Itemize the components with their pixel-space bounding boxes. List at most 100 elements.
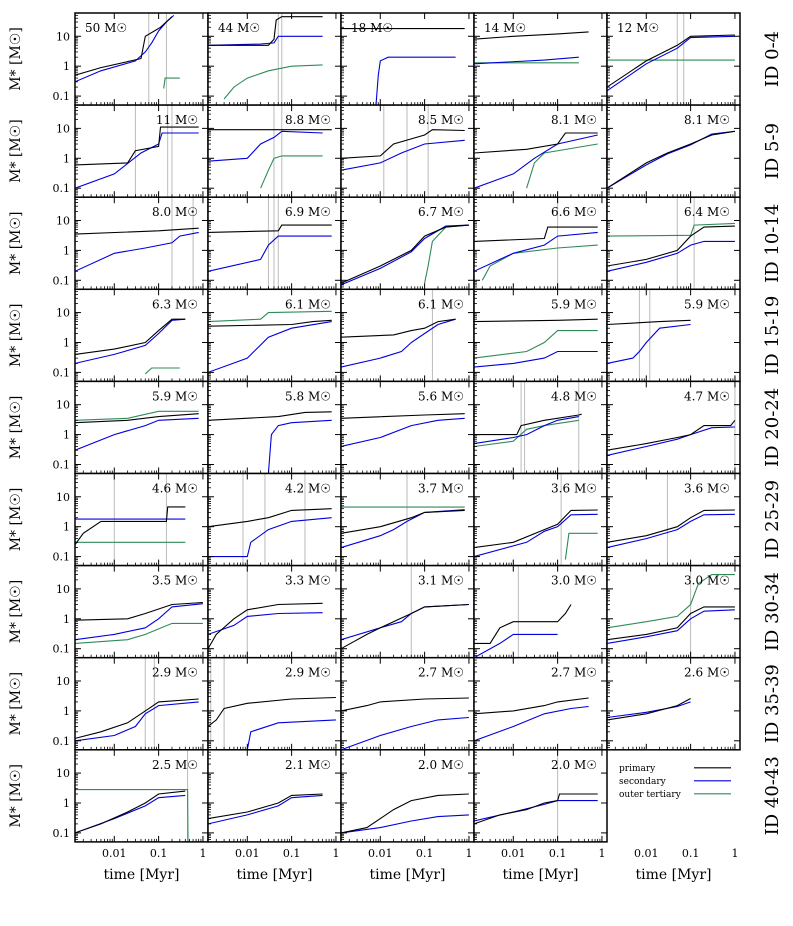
panel-mass-label: 4.2 M☉ xyxy=(285,482,331,496)
secondary-mass-line xyxy=(474,56,579,65)
panel-0: 50 M☉ 10 1 0.1 xyxy=(53,12,209,106)
legend-label: primary xyxy=(619,764,656,774)
primary-mass-line xyxy=(341,509,465,534)
primary-mass-line xyxy=(341,224,469,284)
panel-35: 2.9 M☉ 10 1 0.1 xyxy=(53,656,209,751)
panel-39: 2.6 M☉ xyxy=(606,656,741,751)
panel-background xyxy=(474,13,607,106)
panel-plot-area xyxy=(75,13,180,106)
x-tick-label: 0.1 xyxy=(549,847,567,860)
primary-mass-line xyxy=(607,509,735,543)
panel-mass-label: 11 M☉ xyxy=(156,113,198,127)
x-tick-label: 0.01 xyxy=(102,847,127,860)
secondary-mass-line xyxy=(607,130,735,189)
x-axis-label: time [Myr] xyxy=(503,867,579,883)
secondary-mass-line xyxy=(474,350,598,368)
primary-mass-line xyxy=(208,696,336,727)
panel-mass-label: 6.4 M☉ xyxy=(684,205,730,219)
primary-mass-line xyxy=(474,132,598,154)
secondary-mass-line xyxy=(208,35,323,46)
panel-3: 14 M☉ xyxy=(473,12,608,106)
panel-background xyxy=(474,565,607,658)
panel-mass-label: 5.8 M☉ xyxy=(285,389,331,403)
panel-37: 2.7 M☉ xyxy=(340,656,475,751)
x-tick-label: 0.01 xyxy=(634,847,659,860)
panel-background xyxy=(341,657,474,750)
panel-background xyxy=(208,565,341,658)
panel-plot-area xyxy=(208,411,332,474)
panel-mass-label: 4.8 M☉ xyxy=(551,389,597,403)
secondary-mass-line xyxy=(474,134,598,189)
x-tick-label: 0.1 xyxy=(416,847,434,860)
panel-background xyxy=(607,13,740,106)
tertiary-mass-line xyxy=(208,310,332,323)
y-tick-label: 1 xyxy=(63,705,70,718)
panel-10: 8.0 M☉ 10 1 0.1 xyxy=(53,196,209,291)
y-axis-label: M* [M☉] xyxy=(8,672,24,736)
row-label: ID 15-19 xyxy=(762,296,783,375)
secondary-mass-line xyxy=(341,814,469,834)
legend-entry: outer tertiary xyxy=(619,790,731,800)
secondary-mass-line xyxy=(375,56,456,106)
primary-mass-line xyxy=(607,319,691,326)
primary-mass-line xyxy=(75,16,173,76)
panel-mass-label: 3.5 M☉ xyxy=(152,574,198,588)
secondary-mass-line xyxy=(607,240,735,272)
panel-plot-area xyxy=(474,473,598,566)
primary-mass-line xyxy=(208,602,323,649)
panel-plot-area xyxy=(208,105,332,198)
panel-1: 44 M☉ xyxy=(207,12,342,106)
panel-plot-area xyxy=(75,473,186,566)
panel-mass-label: 2.0 M☉ xyxy=(551,758,597,772)
y-tick-label: 0.1 xyxy=(53,827,71,840)
primary-mass-line xyxy=(607,606,735,641)
secondary-mass-line xyxy=(208,612,323,635)
panel-24: 4.7 M☉ xyxy=(606,380,741,475)
panel-11: 6.9 M☉ xyxy=(207,196,342,291)
secondary-mass-line xyxy=(75,701,199,742)
panel-background xyxy=(208,381,341,474)
panel-frame xyxy=(473,749,608,843)
x-axis-label: time [Myr] xyxy=(104,867,180,883)
panel-background xyxy=(75,381,208,474)
panel-mass-label: 8.0 M☉ xyxy=(152,205,198,219)
y-tick-label: 1 xyxy=(63,244,70,257)
tertiary-mass-line xyxy=(75,789,189,842)
panel-mass-label: 44 M☉ xyxy=(218,21,260,35)
panel-7: 8.5 M☉ xyxy=(340,104,475,198)
panel-30: 3.5 M☉ 10 1 0.1 xyxy=(53,564,209,659)
panel-mass-label: 8.1 M☉ xyxy=(684,113,730,127)
panel-mass-label: 3.7 M☉ xyxy=(418,482,464,496)
x-tick-label: 1 xyxy=(598,847,605,860)
panel-background xyxy=(208,197,341,290)
panel-mass-label: 4.6 M☉ xyxy=(152,482,198,496)
panel-plot-area xyxy=(341,28,465,106)
panel-plot-area xyxy=(75,318,186,375)
legend-entry: secondary xyxy=(619,777,731,787)
panel-plot-area xyxy=(341,224,469,286)
y-tick-label: 10 xyxy=(56,307,70,320)
panel-background xyxy=(208,105,341,198)
panel-31: 3.3 M☉ xyxy=(207,564,342,659)
panel-plot-area xyxy=(75,657,199,750)
panel-background xyxy=(607,657,740,750)
panel-plot-area xyxy=(208,13,323,106)
row-labels: ID 0-4 ID 5-9 ID 10-14 ID 15-19 ID 20-24 ID 2… xyxy=(762,31,783,836)
panel-36: 2.9 M☉ xyxy=(207,656,342,751)
x-tick-label: 0.01 xyxy=(235,847,260,860)
secondary-mass-line xyxy=(607,35,735,92)
panel-background xyxy=(474,657,607,750)
panel-15: 6.3 M☉ 10 1 0.1 xyxy=(53,288,209,383)
primary-mass-line xyxy=(341,318,456,338)
primary-mass-line xyxy=(75,506,186,546)
panel-mass-label: 2.0 M☉ xyxy=(418,758,464,772)
secondary-mass-line xyxy=(341,417,465,448)
panel-plot-area xyxy=(607,13,735,106)
row-label: ID 25-29 xyxy=(762,480,783,559)
tertiary-mass-line xyxy=(260,155,323,189)
y-tick-label: 10 xyxy=(56,675,70,688)
y-axis-labels: M* [M☉] M* [M☉] M* [M☉] M* [M☉] M* [M☉] M* [M… xyxy=(8,27,24,827)
tertiary-mass-line xyxy=(526,143,598,189)
panel-background xyxy=(607,289,740,382)
primary-mass-line xyxy=(474,697,589,715)
